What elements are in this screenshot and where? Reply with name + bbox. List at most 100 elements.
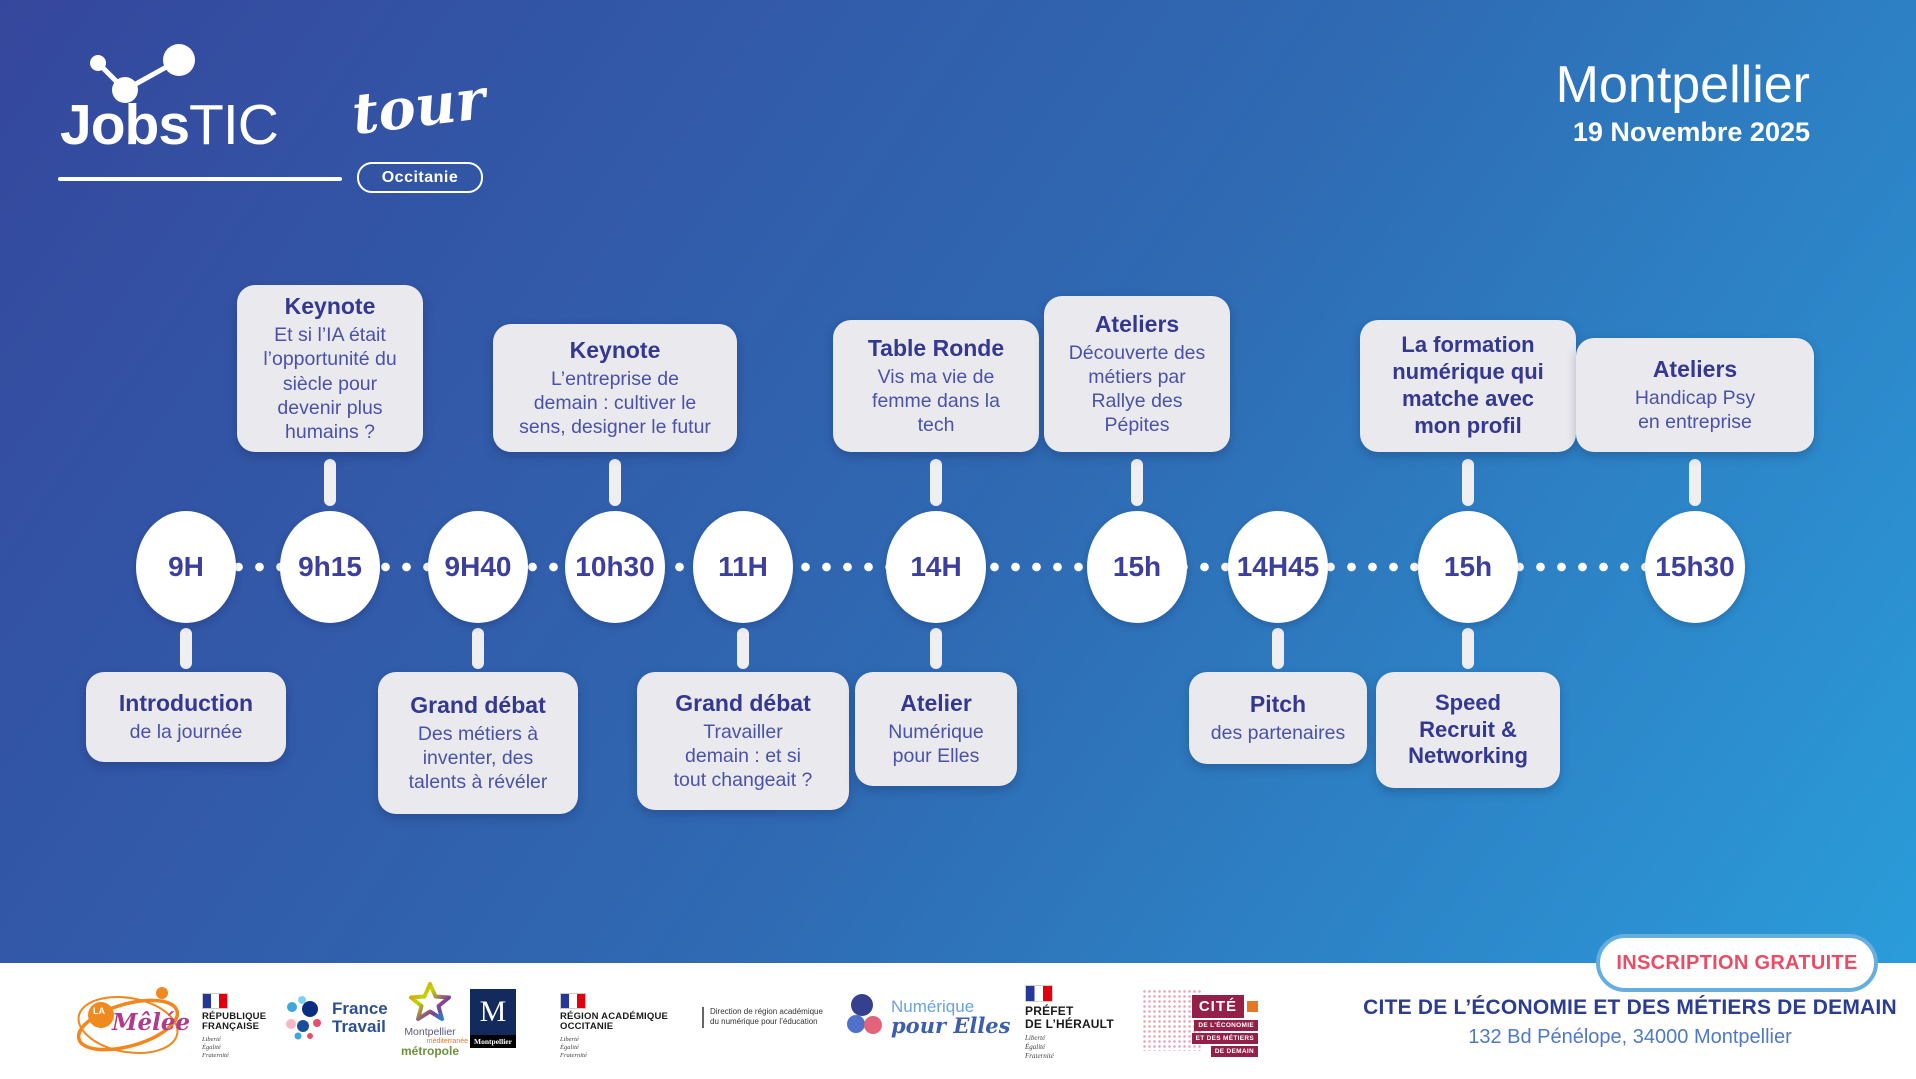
city-title: Montpellier bbox=[1555, 56, 1810, 114]
event-date: 19 Novembre 2025 bbox=[1572, 116, 1810, 147]
logo-underline bbox=[58, 177, 342, 181]
event-desc: des partenaires bbox=[1210, 722, 1346, 745]
event-desc: Découverte des métiers par Rallye des Pé… bbox=[1068, 341, 1206, 437]
event-desc: Travailler demain : et si tout changeait… bbox=[673, 720, 813, 792]
time-label: 14H45 bbox=[1236, 551, 1320, 582]
melee-la-label: LA bbox=[93, 1006, 105, 1016]
event-desc: Et si l’IA était l’opportunité du siècle… bbox=[263, 324, 397, 443]
cite-chip-2: ET DES MÉTIERS bbox=[1191, 1033, 1258, 1044]
logo-region-academique-occitanie: RÉGION ACADÉMIQUE OCCITANIE Liberté Égal… bbox=[560, 993, 695, 1060]
event-title: Atelier bbox=[900, 689, 972, 716]
event-title: Introduction bbox=[118, 689, 254, 716]
cite-chip-3: DE DEMAIN bbox=[1210, 1046, 1258, 1057]
logo-tour-script: tour bbox=[348, 66, 489, 148]
event-title: La formation numérique qui matche avec m… bbox=[1392, 332, 1544, 438]
event-card-grand-debat-travailler: Grand débat Travailler demain : et si to… bbox=[637, 672, 849, 810]
logo-jobs: Jobs bbox=[60, 93, 190, 157]
event-title: Grand débat bbox=[410, 691, 546, 718]
prefet-label: PRÉFET DE L’HÉRAULT bbox=[1025, 1004, 1114, 1032]
connector-stub bbox=[1462, 459, 1474, 506]
event-desc: Vis ma vie de femme dans la tech bbox=[872, 365, 1000, 437]
venue-address: 132 Bd Pénélope, 34000 Montpellier bbox=[1468, 1026, 1792, 1048]
timeline-time-9h15: 9h15 bbox=[280, 511, 380, 623]
connector-stub bbox=[930, 459, 942, 506]
event-card-ateliers-handicap: Ateliers Handicap Psy en entreprise bbox=[1576, 338, 1814, 452]
connector-stub bbox=[324, 459, 336, 506]
timeline-time-10h30: 10h30 bbox=[565, 511, 665, 623]
cite-main-label: CITÉ bbox=[1191, 995, 1244, 1018]
connector-stub bbox=[472, 628, 484, 669]
connector-stub bbox=[930, 628, 942, 669]
event-title: Ateliers bbox=[1652, 355, 1738, 382]
connector-stub bbox=[1131, 459, 1143, 506]
time-label: 11H bbox=[718, 551, 768, 582]
numerique-label: Numérique bbox=[891, 996, 975, 1016]
event-title: Keynote bbox=[284, 292, 376, 319]
event-card-grand-debat-metiers: Grand débat Des métiers à inventer, des … bbox=[378, 672, 578, 814]
french-flag-icon bbox=[1025, 985, 1053, 1002]
time-label: 15h bbox=[1112, 551, 1162, 582]
time-label: 14H bbox=[910, 551, 962, 582]
connector-stub bbox=[1272, 628, 1284, 669]
cite-orange-square-icon bbox=[1247, 1001, 1258, 1012]
timeline-time-15h30: 15h30 bbox=[1645, 511, 1745, 623]
logo-montpellier-crest: M Montpellier bbox=[470, 989, 516, 1048]
time-label: 10h30 bbox=[575, 551, 655, 582]
logo-wordmark: JobsTIC bbox=[60, 92, 279, 158]
venue-block: CITE DE L’ÉCONOMIE ET DES MÉTIERS DE DEM… bbox=[1350, 996, 1910, 1049]
time-label: 15h30 bbox=[1655, 551, 1735, 582]
logo-cite-economie: CITÉ DE L'ÉCONOMIE ET DES MÉTIERS DE DEM… bbox=[1142, 989, 1258, 1057]
metropole-label-1: Montpellier bbox=[404, 1026, 456, 1038]
inscription-gratuite-button[interactable]: INSCRIPTION GRATUITE bbox=[1596, 934, 1878, 992]
event-location-block: Montpellier 19 Novembre 2025 bbox=[1556, 58, 1810, 148]
france-travail-label: France Travail bbox=[332, 999, 388, 1036]
event-desc: L’entreprise de demain : cultiver le sen… bbox=[519, 367, 711, 439]
republique-motto: Liberté Égalité Fraternité bbox=[202, 1035, 229, 1060]
pour-elles-label: pour Elles bbox=[891, 1012, 1011, 1038]
connector-stub bbox=[609, 459, 621, 506]
event-title: Pitch bbox=[1249, 690, 1307, 717]
event-card-introduction: Introduction de la journée bbox=[86, 672, 286, 762]
prefet-motto: Liberté Égalité Fraternité bbox=[1025, 1034, 1054, 1060]
occitanie-badge: Occitanie bbox=[357, 162, 483, 193]
time-label: 9h15 bbox=[298, 551, 362, 582]
event-card-keynote-ia: Keynote Et si l’IA était l’opportunité d… bbox=[237, 285, 423, 452]
event-title: Table Ronde bbox=[867, 334, 1005, 361]
network-molecule-icon bbox=[90, 44, 195, 103]
logo-tic: TIC bbox=[189, 93, 279, 157]
event-card-atelier-elles: Atelier Numérique pour Elles bbox=[855, 672, 1017, 786]
connector-stub bbox=[180, 628, 192, 669]
timeline-time-15h-a: 15h bbox=[1087, 511, 1187, 623]
footer-band: LA Mêlée RÉPUBLIQUE FRANÇAISE Liberté Ég… bbox=[0, 963, 1916, 1079]
metropole-label-2: méditerranée bbox=[426, 1038, 468, 1045]
logo-montpellier-metropole: Montpellier méditerranée métropole bbox=[392, 981, 468, 1058]
numerique-elles-dots-icon bbox=[847, 994, 882, 1034]
event-title: Grand débat bbox=[675, 689, 811, 716]
event-title: Ateliers bbox=[1094, 310, 1180, 337]
france-travail-dots-icon bbox=[286, 996, 321, 1040]
event-desc: Des métiers à inventer, des talents à ré… bbox=[408, 722, 548, 794]
numerique-elles-labels: Numérique pour Elles bbox=[891, 997, 1010, 1038]
melee-orbits-icon bbox=[76, 987, 180, 1054]
event-title: Speed Recruit & Networking bbox=[1408, 689, 1528, 769]
time-label: 9H40 bbox=[444, 551, 512, 582]
logo-republique-francaise: RÉPUBLIQUE FRANÇAISE Liberté Égalité Fra… bbox=[202, 993, 274, 1060]
venue-name: CITE DE L’ÉCONOMIE ET DES MÉTIERS DE DEM… bbox=[1363, 996, 1897, 1019]
timeline-time-14h45: 14H45 bbox=[1228, 511, 1328, 623]
event-card-table-ronde: Table Ronde Vis ma vie de femme dans la … bbox=[833, 320, 1039, 452]
timeline-time-9h40: 9H40 bbox=[428, 511, 528, 623]
logo-la-melee: LA Mêlée bbox=[70, 983, 191, 1063]
french-flag-icon bbox=[560, 993, 586, 1009]
timeline-time-9h: 9H bbox=[136, 511, 236, 623]
cite-chip-1: DE L'ÉCONOMIE bbox=[1194, 1020, 1258, 1031]
event-title: Keynote bbox=[569, 336, 661, 363]
event-desc: Handicap Psy en entreprise bbox=[1634, 386, 1756, 434]
region-academique-motto: Liberté Égalité Fraternité bbox=[560, 1035, 587, 1060]
time-label: 15h bbox=[1443, 551, 1493, 582]
event-card-speed-recruit: Speed Recruit & Networking bbox=[1376, 672, 1560, 788]
melee-name-label: Mêlée bbox=[112, 1009, 191, 1036]
montpellier-m-initial: M bbox=[470, 989, 516, 1035]
logo-france-travail: France Travail bbox=[282, 995, 388, 1041]
event-card-formation-numerique: La formation numérique qui matche avec m… bbox=[1360, 320, 1576, 452]
